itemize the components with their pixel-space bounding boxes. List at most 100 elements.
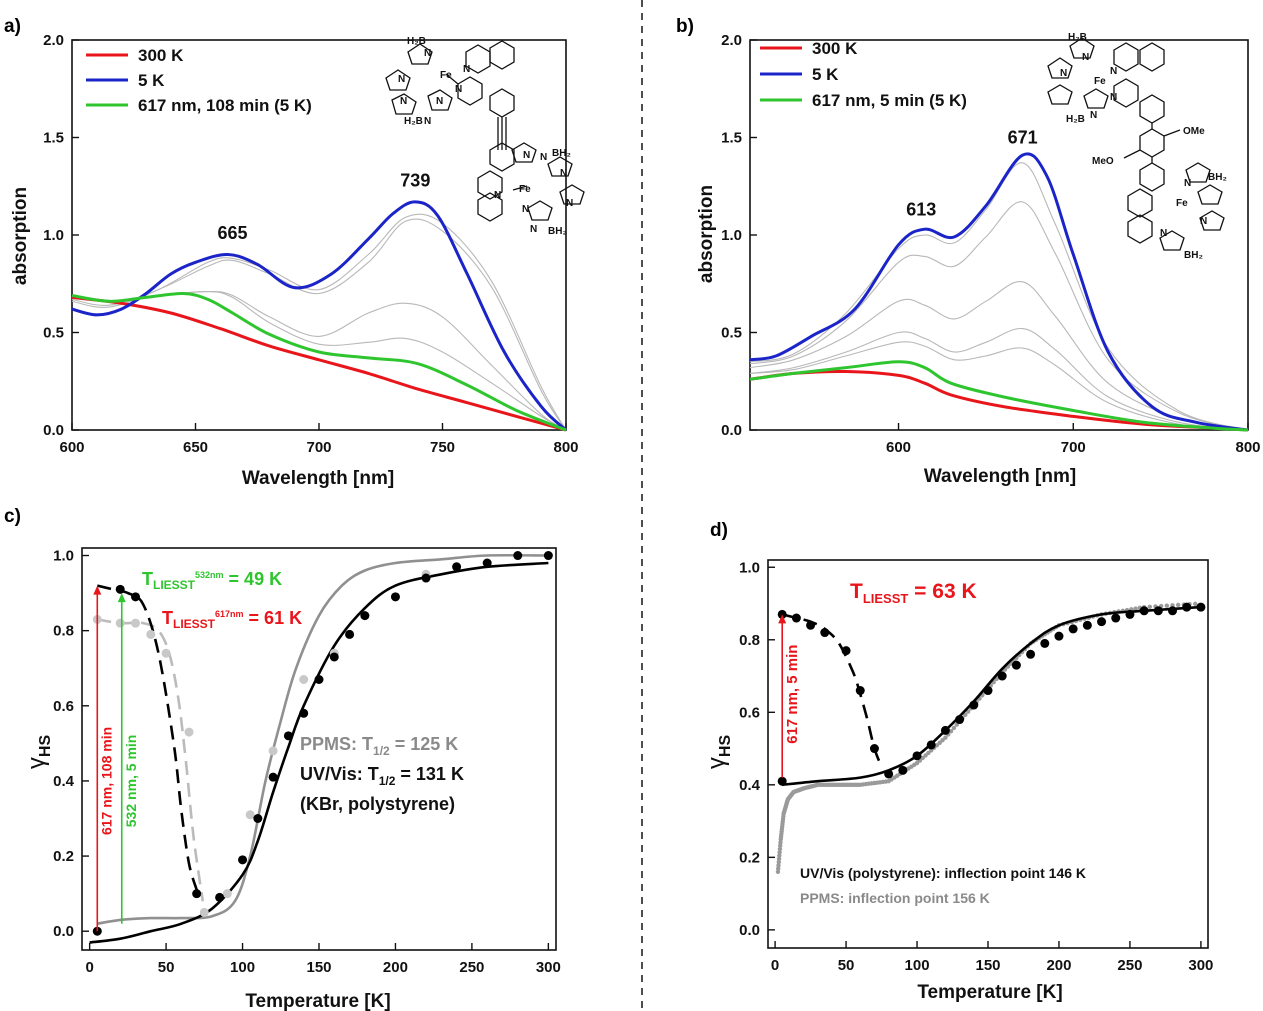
uvvis-data-point: [806, 620, 816, 630]
legend-label-300k-b: 300 K: [812, 39, 858, 58]
intermediate-spectrum-line: [749, 281, 1249, 431]
svg-text:H₂B: H₂B: [1068, 32, 1087, 43]
ppms-data-point: [268, 746, 278, 756]
uvvis-data-point: [253, 814, 263, 824]
uvvis-data-point: [884, 769, 894, 779]
y-tick-label: 0.0: [43, 422, 64, 439]
svg-text:N: N: [1110, 92, 1117, 103]
peak-label: 671: [1008, 127, 1038, 147]
uvvis-data-point: [131, 592, 141, 602]
ppms-curve-point: [776, 863, 781, 868]
y-tick-label: 1.0: [53, 548, 74, 565]
y-tick-label: 0.4: [739, 777, 761, 794]
svg-text:H₂B: H₂B: [1066, 114, 1085, 125]
uvvis-data-point: [268, 772, 278, 782]
x-tick-label: 100: [905, 957, 930, 974]
ppms-curve: [97, 553, 549, 925]
svg-text:BH₂: BH₂: [548, 226, 567, 237]
uvvis-data-point: [1196, 602, 1206, 612]
svg-text:N: N: [455, 84, 462, 95]
svg-text:N: N: [398, 74, 405, 85]
uvvis-data-point: [912, 751, 922, 761]
y-tick-label: 0.0: [739, 922, 760, 939]
y-tick-label: 0.2: [53, 848, 74, 865]
ppms-curve-point: [1164, 603, 1170, 608]
ppms-data-point: [245, 810, 255, 820]
x-tick-label: 300: [536, 959, 561, 976]
uvvis-data-point: [329, 652, 339, 662]
svg-text:N: N: [494, 190, 501, 201]
spectrum-line: [71, 291, 567, 432]
svg-text:N: N: [523, 150, 530, 161]
peak-label: 613: [906, 200, 936, 220]
svg-text:BH₂: BH₂: [1208, 172, 1227, 183]
panel-d-chart: d) Temperature [K] γHS 0 50 100 150 200 250 30…: [703, 520, 1213, 1003]
uvvis-data-point: [1139, 606, 1149, 616]
ppms-curve-point: [920, 755, 925, 761]
x-tick-label: 50: [158, 959, 175, 976]
y-tick-label: 2.0: [721, 32, 742, 49]
panel-a-legend: 300 K 5 K 617 nm, 108 min (5 K): [86, 46, 312, 115]
y-tick-label: 0.6: [739, 704, 760, 721]
ppms-curve-point: [963, 712, 968, 718]
y-tick-label: 2.0: [43, 32, 64, 49]
y-tick-label: 0.5: [721, 325, 742, 342]
svg-text:N: N: [424, 48, 431, 59]
uvvis-fit-curve: [89, 561, 549, 944]
x-tick-label: 0: [85, 959, 93, 976]
x-tick-label: 650: [183, 439, 208, 456]
panel-b-ylabel: absorption: [696, 185, 717, 283]
uvvis-data-point: [969, 700, 979, 710]
uvvis-data-point: [238, 855, 248, 865]
y-tick-label: 1.0: [739, 559, 760, 576]
uvvis-data-point: [1026, 649, 1036, 659]
ppms-curve-point: [923, 753, 928, 758]
svg-text:N: N: [424, 116, 431, 127]
ppms-curve-point: [951, 725, 957, 731]
panel-d-xlabel: Temperature [K]: [917, 982, 1062, 1003]
legend-label-5k: 5 K: [138, 71, 165, 90]
uvvis-data-point: [482, 558, 492, 568]
uvvis-t-half-label: UV/Vis: T1/2 = 131 K: [300, 764, 464, 788]
svg-text:N: N: [1160, 228, 1167, 239]
svg-text:N: N: [1110, 66, 1117, 77]
uvvis-data-point: [543, 551, 553, 561]
x-tick-label: 100: [230, 959, 255, 976]
ppms-t-half-label: PPMS: T1/2 = 125 K: [300, 734, 458, 758]
svg-text:N: N: [1082, 52, 1089, 63]
svg-text:H₂B: H₂B: [407, 36, 426, 47]
tliesst-617-label: TLIESST617nm = 61 K: [162, 608, 302, 631]
ppms-curve-point: [1193, 601, 1198, 607]
uvvis-start-point: [777, 776, 787, 786]
uvvis-data-point: [1125, 609, 1135, 619]
legend-label-irradiated: 617 nm, 108 min (5 K): [138, 96, 312, 115]
svg-text:N: N: [530, 224, 537, 235]
ppms-curve-point: [914, 760, 920, 766]
y-tick-label: 0.8: [53, 623, 74, 640]
uvvis-data-point: [898, 765, 908, 775]
x-tick-label: 0: [771, 957, 779, 974]
svg-text:N: N: [436, 96, 443, 107]
y-tick-label: 0.8: [739, 632, 760, 649]
x-tick-label: 250: [1117, 957, 1142, 974]
spectrum-line: [749, 360, 1249, 432]
uvvis-data-point: [283, 731, 293, 741]
uvvis-data-point: [1011, 660, 1021, 670]
ppms-curve-point: [777, 846, 783, 852]
x-tick-label: 800: [553, 439, 578, 456]
ppms-curve-point: [943, 735, 948, 740]
ppms-data-point: [222, 889, 232, 899]
ppms-curve-point: [777, 853, 782, 858]
ppms-data-point: [184, 727, 194, 737]
panel-a-plot-area: 600 650 700 750 800 0.0 0.5 1.0 1.5 2.0 665 739: [43, 32, 578, 456]
svg-text:H₂B: H₂B: [404, 116, 423, 127]
panel-a-chart: a) Wavelength [nm] absorption 600 650 700 7…: [4, 16, 585, 489]
ppms-data-point: [161, 648, 171, 658]
intermediate-spectrum-line: [749, 328, 1249, 431]
uvvis-data-point: [1111, 613, 1121, 623]
svg-text:N: N: [1184, 178, 1191, 189]
irradiation-arrowhead: [93, 585, 102, 595]
uvvis-data-point: [1182, 602, 1192, 612]
uvvis-data-point: [192, 889, 202, 899]
